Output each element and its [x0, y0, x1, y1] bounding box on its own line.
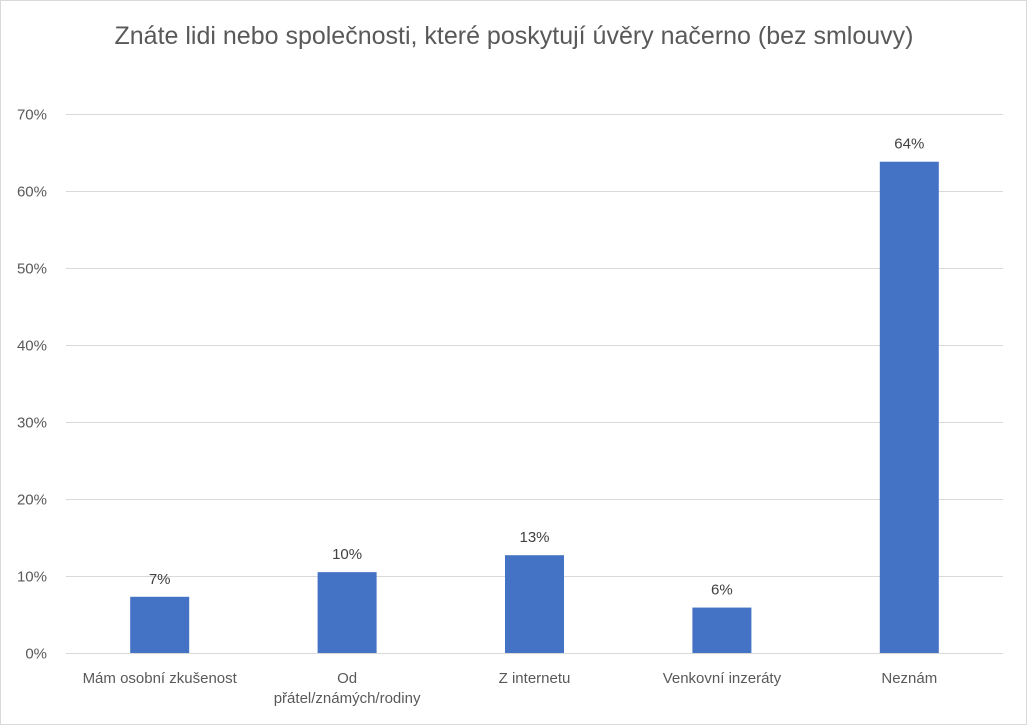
y-tick-label: 50%	[17, 261, 47, 278]
y-tick-label: 20%	[17, 492, 47, 509]
y-tick-label: 40%	[17, 338, 47, 355]
y-tick-label: 0%	[25, 646, 47, 663]
y-tick-label: 60%	[17, 184, 47, 201]
category-label-3: Z internetu	[499, 670, 571, 687]
bar-3	[505, 555, 564, 653]
chart-title: Znáte lidi nebo společnosti, které posky…	[114, 22, 914, 50]
gridlines	[66, 114, 1003, 654]
bars	[130, 161, 939, 654]
data-label-5: 64%	[894, 136, 924, 153]
data-label-1: 7%	[149, 571, 171, 588]
data-labels: 7% 10% 13% 6% 64%	[149, 136, 924, 599]
y-tick-label: 10%	[17, 569, 47, 586]
category-label-2: Od	[337, 670, 357, 687]
category-label-4: Venkovní inzeráty	[663, 670, 782, 687]
bar-2	[317, 572, 377, 653]
x-axis-category-labels: Mám osobní zkušenost Od přátel/známých/rod…	[83, 670, 938, 707]
bar-5	[879, 161, 939, 654]
category-label-1: Mám osobní zkušenost	[83, 670, 238, 687]
y-tick-label: 30%	[17, 415, 47, 432]
category-label-5: Neznám	[881, 670, 937, 687]
category-label-2: přátel/známých/rodiny	[274, 690, 421, 707]
y-axis-tick-labels: 0% 10% 20% 30% 40% 50% 60% 70%	[17, 107, 47, 663]
bar-4	[692, 607, 752, 653]
y-tick-label: 70%	[17, 107, 47, 124]
data-label-2: 10%	[332, 546, 362, 563]
data-label-4: 6%	[711, 582, 733, 599]
data-label-3: 13%	[519, 529, 549, 546]
bar-1	[130, 596, 190, 653]
